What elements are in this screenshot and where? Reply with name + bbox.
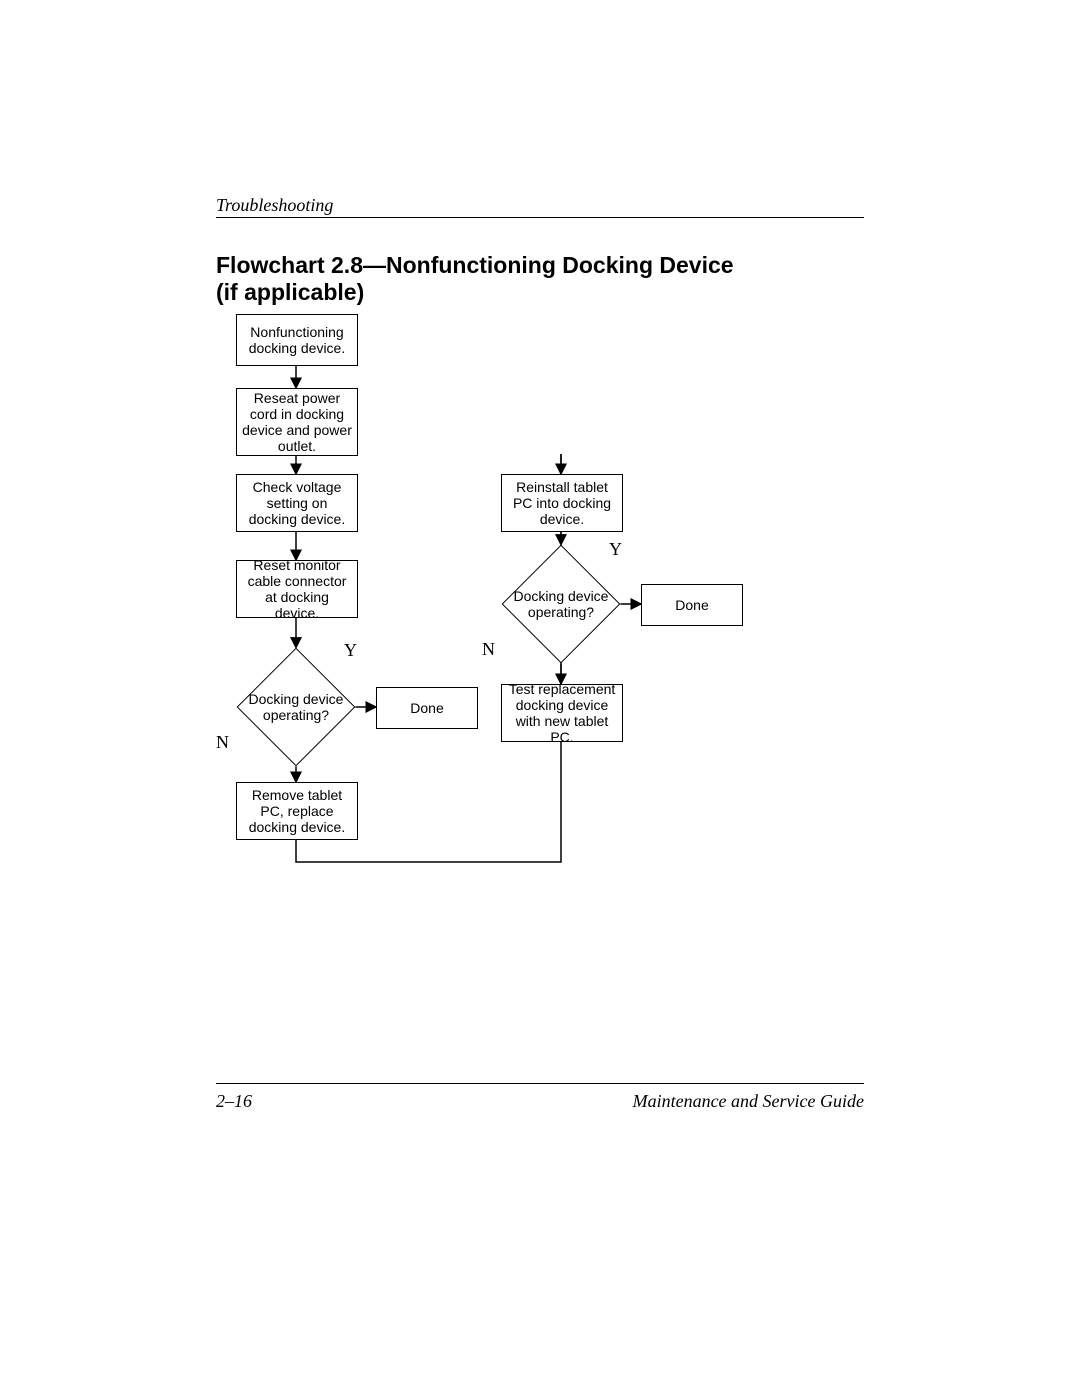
flowchart-box-n2: Reseat power cord in docking device and … xyxy=(236,388,358,456)
flowchart-box-label: Test replacement docking device with new… xyxy=(502,681,622,745)
page-title-line1: Flowchart 2.8—Nonfunctioning Docking Dev… xyxy=(216,252,734,279)
flowchart-branch-label: N xyxy=(482,639,495,660)
flowchart-decision-label: Docking device operating? xyxy=(229,665,363,749)
flowchart-branch-label: Y xyxy=(609,539,622,560)
section-header: Troubleshooting xyxy=(216,195,333,216)
flowchart-box-label: Check voltage setting on docking device. xyxy=(237,479,357,527)
flowchart-box-n4: Reset monitor cable connector at docking… xyxy=(236,560,358,618)
page-title-line2: (if applicable) xyxy=(216,279,364,306)
header-rule xyxy=(216,217,864,218)
page: Troubleshooting Flowchart 2.8—Nonfunctio… xyxy=(0,0,1080,1397)
flowchart-box-label: Remove tablet PC, replace docking device… xyxy=(237,787,357,835)
flowchart-box-label: Done xyxy=(406,700,447,716)
flowchart-box-n8: Done xyxy=(641,584,743,626)
flowchart-branch-label: N xyxy=(216,732,229,753)
flowchart-branch-label: Y xyxy=(344,640,357,661)
flowchart-box-n7: Reinstall tablet PC into docking device. xyxy=(501,474,623,532)
flowchart-decision-d2: Docking device operating? xyxy=(519,562,603,646)
flowchart-box-n9: Test replacement docking device with new… xyxy=(501,684,623,742)
flowchart-box-label: Reinstall tablet PC into docking device. xyxy=(502,479,622,527)
flowchart-box-label: Nonfunctioning docking device. xyxy=(237,324,357,356)
flowchart-decision-d1: Docking device operating? xyxy=(254,665,338,749)
footer-page-number: 2–16 xyxy=(216,1091,252,1112)
footer-rule xyxy=(216,1083,864,1084)
flowchart-box-label: Reset monitor cable connector at docking… xyxy=(237,557,357,621)
flowchart-box-n5: Done xyxy=(376,687,478,729)
flowchart-box-label: Reseat power cord in docking device and … xyxy=(237,390,357,454)
flowchart-box-n1: Nonfunctioning docking device. xyxy=(236,314,358,366)
flowchart-box-n6: Remove tablet PC, replace docking device… xyxy=(236,782,358,840)
flowchart-decision-label: Docking device operating? xyxy=(494,562,628,646)
footer-guide-title: Maintenance and Service Guide xyxy=(633,1091,864,1112)
flowchart-box-label: Done xyxy=(671,597,712,613)
flowchart-box-n3: Check voltage setting on docking device. xyxy=(236,474,358,532)
flowchart: Nonfunctioning docking device. Reseat pow… xyxy=(216,314,864,954)
